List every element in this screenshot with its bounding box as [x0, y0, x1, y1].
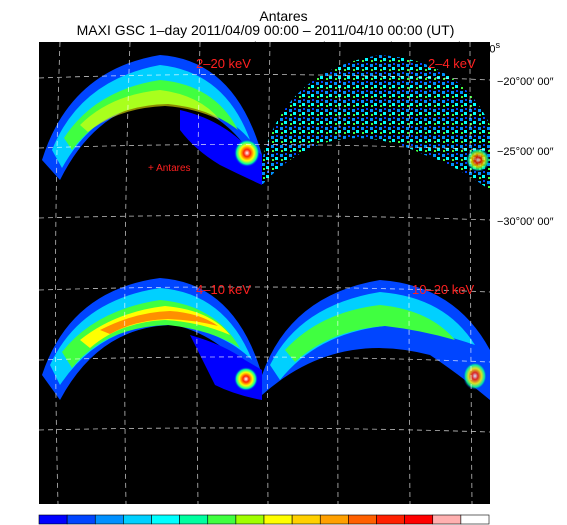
panel-2-20kev: [42, 55, 262, 185]
dec-tick-label: −30°00′ 00″: [497, 216, 554, 228]
color-scale-swatch: [263, 514, 293, 525]
color-scale-swatch: [94, 514, 124, 525]
color-scale-swatch: [319, 514, 349, 525]
dec-tick-label: −20°00′ 00″: [497, 76, 554, 88]
color-scale-swatch: [460, 514, 490, 525]
color-scale-swatch: [151, 514, 180, 525]
color-scale-swatch: [432, 514, 462, 525]
coordinate-grid: [38, 41, 491, 505]
color-scale-swatch: [66, 514, 96, 525]
panel-label: 4–10 keV: [196, 282, 251, 297]
panel-label: 2–4 keV: [428, 56, 476, 71]
panel-4-10kev: [42, 278, 262, 400]
color-scale-swatch: [207, 514, 237, 525]
color-scale-swatch: [235, 514, 265, 525]
color-scale-swatch: [348, 514, 377, 525]
panel-label: 2–20 keV: [196, 56, 251, 71]
panel-2-4kev: [262, 55, 490, 190]
observation-subtitle: MAXI GSC 1–day 2011/04/09 00:00 – 2011/0…: [76, 22, 455, 38]
color-scale-swatch: [123, 514, 152, 525]
color-scale-swatch: [179, 514, 209, 525]
color-scale-swatch: [376, 514, 405, 525]
panel-10-20kev: [262, 280, 490, 400]
color-scale-swatch: [38, 514, 68, 525]
color-scale-bar: [38, 514, 490, 525]
source-marker: + Antares: [148, 163, 191, 174]
color-scale-swatch: [291, 514, 321, 525]
dec-tick-label: −25°00′ 00″: [497, 146, 554, 158]
object-title: Antares: [259, 8, 308, 24]
color-scale-swatch: [404, 514, 434, 525]
panel-label: 10–20 keV: [412, 282, 474, 297]
